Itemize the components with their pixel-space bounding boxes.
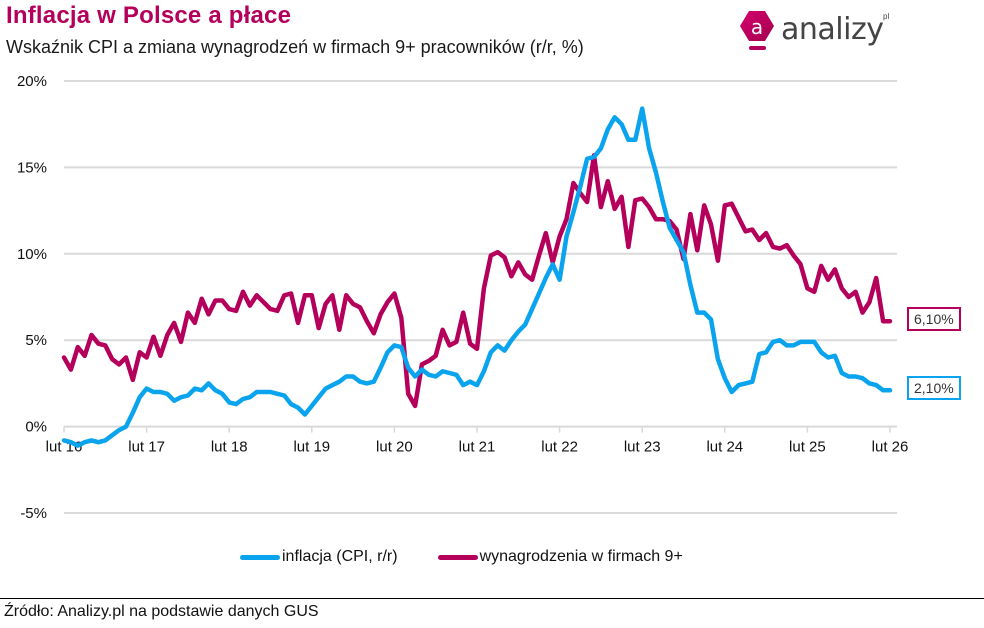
series-line-cpi [61,106,893,448]
x-tick-label: lut 22 [541,439,578,456]
cpi-end-label: 2,10% [907,376,961,401]
chart-title: Inflacja w Polsce a płace [6,2,292,29]
chart-subtitle: Wskaźnik CPI a zmiana wynagrodzeń w firm… [6,37,584,57]
x-tick-label: lut 18 [211,439,248,456]
logo-letter: a [751,15,763,39]
y-tick-label: 20% [17,73,47,90]
y-tick-label: 10% [17,246,47,263]
x-tick-label: lut 24 [706,439,743,456]
y-tick-label: -5% [20,505,47,522]
legend-item-cpi: inflacja (CPI, r/r) [240,548,398,566]
gridlines [64,80,897,514]
x-tick-label: lut 19 [293,439,330,456]
series-line-wages [61,153,893,409]
x-tick-label: lut 21 [459,439,496,456]
source-divider [0,598,984,599]
x-axis: lut 16 lut 17 lut 18 lut 19 lut 20 lut 21 lut … [46,426,909,456]
x-tick-label: lut 25 [789,439,826,456]
x-tick-label: lut 20 [376,439,413,456]
legend-item-wages: wynagrodzenia w firmach 9+ [437,548,683,566]
source-note: Źródło: Analizy.pl na podstawie danych G… [4,603,319,620]
series-lines [61,106,893,448]
legend-swatch-cpi [240,554,280,560]
analizy-hexagon-a-icon: a [740,11,774,50]
logo-wordmark: analizy [781,12,884,47]
y-tick-label: 0% [25,419,47,436]
legend-label-wages: wynagrodzenia w firmach 9+ [479,548,683,565]
y-tick-label: 5% [25,332,47,349]
legend-swatch-wages [437,554,478,560]
x-tick-label: lut 17 [128,439,165,456]
legend: inflacja (CPI, r/r) wynagrodzenia w firm… [240,548,723,566]
x-tick-label: lut 23 [624,439,661,456]
wages-end-label: 6,10% [907,307,961,332]
y-axis-ticks: -5% 0% 5% 10% 15% 20% [17,73,47,522]
y-tick-label: 15% [17,159,47,176]
x-tick-label: lut 26 [872,439,909,456]
legend-label-cpi: inflacja (CPI, r/r) [282,548,398,565]
analizy-logo: a analizy pl [737,8,897,54]
logo-superscript: pl [883,12,890,21]
line-chart: -5%0%5%10%15%20% lut 16 lut 17 lut 18 lut 1… [17,73,909,522]
